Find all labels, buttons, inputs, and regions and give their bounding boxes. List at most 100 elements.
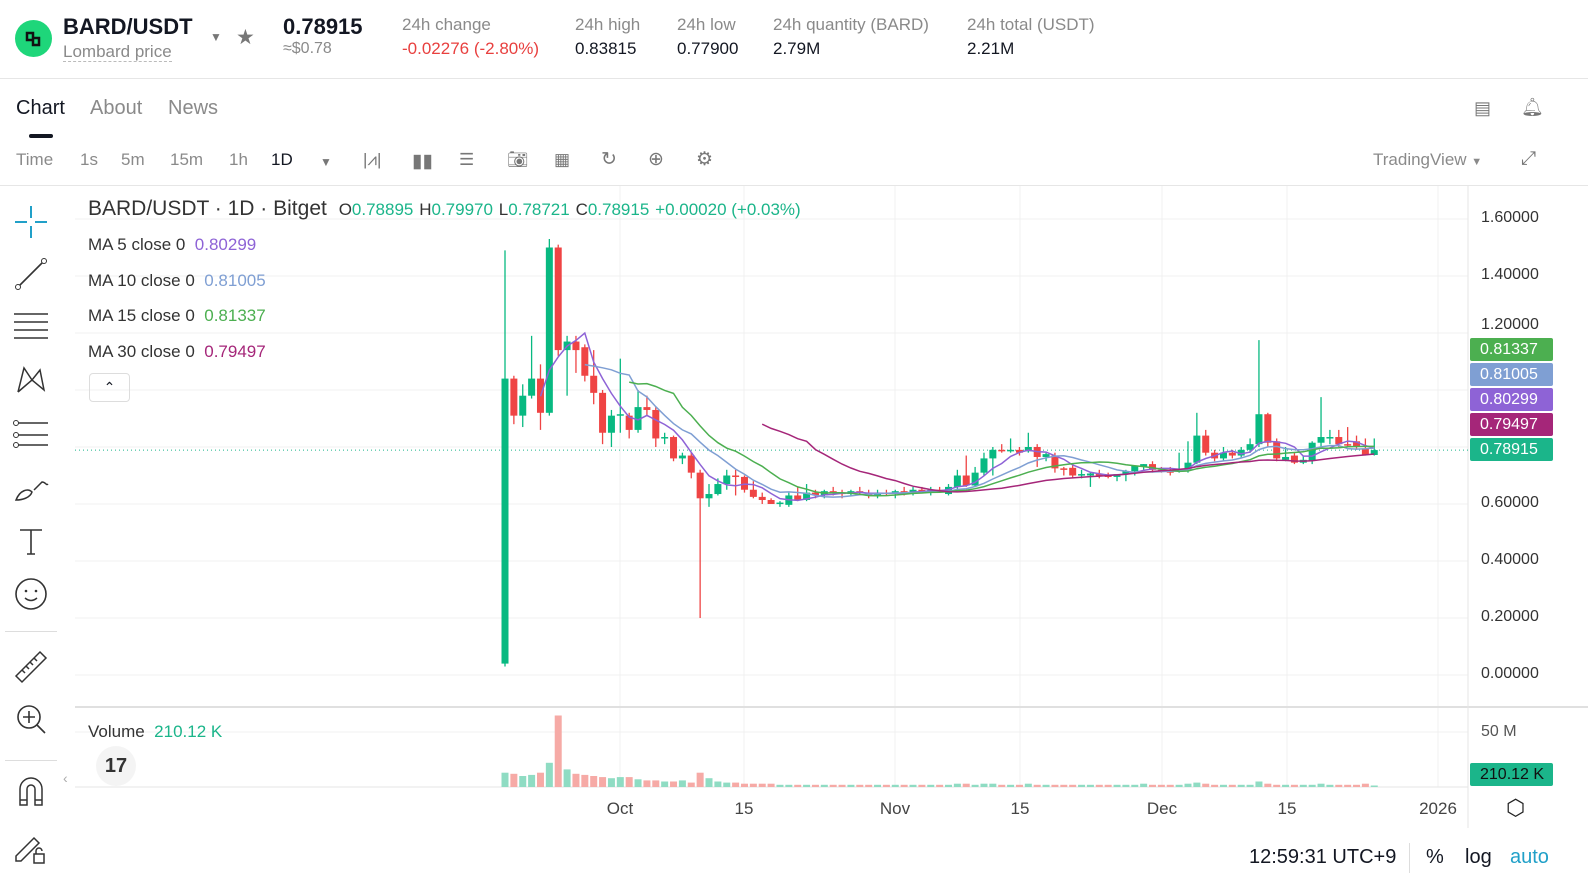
candle-body [696,472,704,499]
clock-timezone[interactable]: 12:59:31 UTC+9 [1249,846,1397,868]
text-icon[interactable] [12,522,50,560]
volume-legend: Volume 210.12 K [88,722,222,742]
volume-bar [1228,784,1236,787]
price-tag: 0.78915 [1470,438,1553,461]
trend-line-icon[interactable] [12,255,50,293]
indicator-range-icon[interactable]: |⩘| [363,150,382,169]
volume-bar [1282,784,1290,787]
candle-body [572,341,580,351]
parallel-lines-icon[interactable] [12,308,50,346]
chart-provider-select[interactable]: TradingView ▼ [1373,150,1483,169]
tab-about[interactable]: About [90,97,143,119]
divider [1409,843,1410,873]
interval-15m[interactable]: 15m [170,150,204,169]
candle-body [1131,465,1139,472]
ma15-legend[interactable]: MA 15 close 0 0.81337 [88,306,266,326]
volume-bar [758,783,766,787]
legend-close: 0.78915 [587,200,650,219]
volume-bar [989,783,997,787]
brush-icon[interactable] [12,470,50,508]
tab-news[interactable]: News [168,97,219,119]
price-tag: 0.79497 [1470,413,1553,436]
volume-bar [1007,784,1015,787]
price-axis-label: 0.40000 [1481,551,1539,568]
volume-bar [1033,784,1041,787]
candle-body [1308,442,1316,461]
auto-scale-toggle[interactable]: auto [1510,846,1549,868]
calendar-icon[interactable]: ▦ [554,150,571,169]
collapse-legend-button[interactable]: ⌃ [89,373,130,402]
fullscreen-icon[interactable]: ⤢ [1521,148,1537,169]
volume-bar [607,778,615,787]
favorite-star-icon[interactable]: ★ [236,26,255,49]
interval-1s[interactable]: 1s [80,150,98,169]
candle-body [501,378,509,664]
ma10-legend[interactable]: MA 10 close 0 0.81005 [88,271,266,291]
orderbook-icon[interactable]: ▤ [1474,98,1492,118]
volume-bar [1308,784,1316,787]
emoji-icon[interactable] [12,575,50,613]
price-tag: 0.81005 [1470,363,1553,386]
candle-body [1122,471,1130,475]
indicators-icon[interactable]: ☰ [459,150,475,169]
pair-subtitle[interactable]: Lombard price [63,42,172,62]
legend-open: 0.78895 [351,200,414,219]
ma30-legend[interactable]: MA 30 close 0 0.79497 [88,342,266,362]
candle-body [1184,462,1192,470]
screenshot-icon[interactable]: 📷︎ [507,150,529,169]
stat-24h-quantity: 2.79M [773,39,821,58]
magnet-icon[interactable] [12,773,50,811]
stat-24h-low: 0.77900 [677,39,739,58]
settings-gear-icon[interactable]: ⚙ [696,149,714,170]
zoom-in-icon[interactable] [12,700,50,738]
provider-label: TradingView [1373,150,1467,169]
fibonacci-icon[interactable] [12,415,50,453]
ma-value: 0.81337 [204,306,266,325]
volume-bar [829,784,837,787]
active-tab-indicator [29,134,53,138]
interval-1d[interactable]: 1D [271,150,293,169]
candle-body [989,449,997,459]
time-axis-label: Dec [1146,799,1178,818]
stat-24h-change: -0.02276 (-2.80%) [402,39,540,58]
interval-1h[interactable]: 1h [229,150,248,169]
collapse-toolbar-icon[interactable]: ‹ [63,770,68,786]
candle-body [687,455,695,473]
interval-time[interactable]: Time [16,150,54,169]
tradingview-logo-icon[interactable]: 17 [96,746,136,786]
crosshair-icon[interactable] [12,203,50,241]
candle-body [1042,454,1050,457]
candle-body [1282,456,1290,460]
volume-bar [625,777,633,787]
time-axis-label: 15 [1277,799,1297,818]
candle-body [554,247,562,351]
percent-scale-toggle[interactable]: % [1426,846,1444,868]
candle-body [980,458,988,473]
lock-drawings-icon[interactable] [12,828,50,866]
divider [0,185,1588,186]
candle-body [1015,449,1023,453]
volume-bar [794,784,802,787]
volume-bar [847,784,855,787]
volume-bar [785,784,793,787]
candle-body [705,494,713,499]
ruler-icon[interactable] [12,648,50,686]
pair-dropdown-icon[interactable]: ▼ [210,30,222,44]
log-scale-toggle[interactable]: log [1465,846,1492,868]
price-chart[interactable] [0,186,1588,889]
candle-body [1193,435,1201,463]
reset-icon[interactable]: ↻ [601,149,617,170]
interval-5m[interactable]: 5m [121,150,145,169]
candle-type-icon[interactable]: ▮▮ [412,151,433,172]
pattern-icon[interactable] [12,360,50,398]
chart-settings-icon[interactable]: ⬡ [1506,795,1526,820]
volume-bar [882,784,890,787]
volume-bar [545,762,553,787]
alert-icon[interactable]: 🔔︎ [1521,97,1544,117]
add-icon[interactable]: ⊕ [648,149,664,170]
ma5-legend[interactable]: MA 5 close 0 0.80299 [88,235,256,255]
tab-chart[interactable]: Chart [16,97,65,119]
interval-dropdown-icon[interactable]: ▼ [320,155,332,169]
pair-name[interactable]: BARD/USDT [63,14,193,39]
volume-bar [634,779,642,787]
